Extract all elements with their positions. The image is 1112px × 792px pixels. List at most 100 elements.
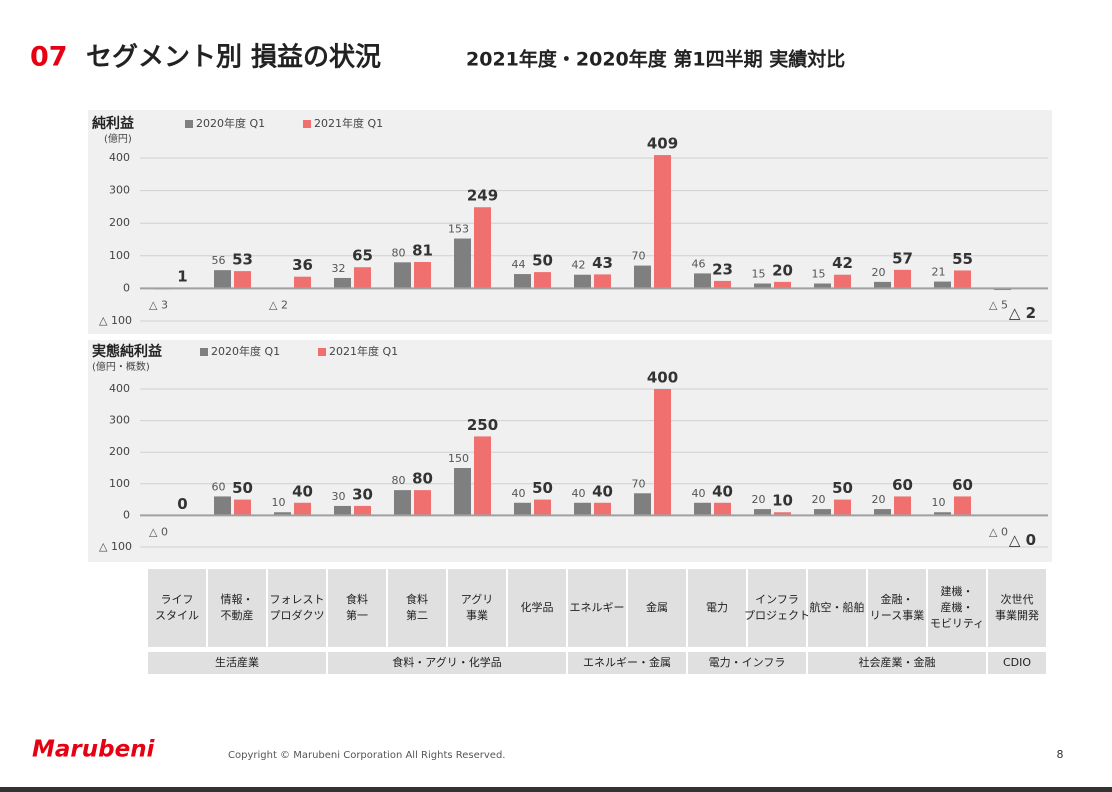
bar	[874, 509, 891, 516]
group-label: 食料・アグリ・化学品	[392, 655, 501, 669]
value-label: 55	[952, 250, 973, 268]
value-label: 60	[212, 480, 226, 493]
bar	[634, 265, 651, 289]
value-label: 80	[392, 246, 406, 259]
bar	[454, 238, 471, 289]
logo: Marubeni	[32, 737, 156, 763]
value-label: 56	[212, 254, 226, 267]
bar	[294, 502, 311, 516]
bar	[814, 283, 831, 289]
value-label: 60	[952, 476, 973, 494]
bar	[234, 271, 251, 289]
segment-label-line: インフラ	[755, 593, 799, 606]
value-label: 153	[448, 223, 469, 236]
segment-label: 食料第一	[346, 592, 368, 622]
value-label: 21	[932, 266, 946, 279]
bar	[414, 262, 431, 289]
bar	[574, 502, 591, 516]
y-tick-label: 0	[123, 508, 130, 521]
bar	[574, 274, 591, 289]
segment-label: 建機・産機・モビリティ	[930, 584, 984, 630]
bar	[534, 499, 551, 516]
bar	[274, 512, 291, 516]
segment-label-line: アグリ	[461, 592, 493, 606]
value-label: 250	[467, 416, 498, 434]
group-cell	[328, 652, 566, 674]
y-tick-label: 400	[109, 151, 130, 164]
bar	[814, 509, 831, 516]
value-label: 80	[412, 470, 433, 488]
bar	[714, 502, 731, 516]
segment-label-line: モビリティ	[930, 617, 984, 630]
value-label: △ 2	[269, 298, 288, 311]
value-label: △ 0	[149, 525, 168, 538]
bar	[594, 502, 611, 516]
value-label: △ 3	[149, 298, 168, 311]
y-tick-label: 100	[109, 477, 130, 490]
segment-cell	[388, 569, 446, 647]
group-cell	[808, 652, 986, 674]
value-label: 53	[232, 251, 253, 269]
value-label: △ 5	[989, 298, 1008, 311]
segment-label-line: 金属	[646, 600, 668, 614]
segment-label-line: 産機・	[941, 600, 974, 614]
group-cell	[988, 652, 1046, 674]
value-label: 10	[772, 492, 793, 510]
legend-swatch	[318, 348, 326, 356]
group-label: エネルギー・金属	[583, 655, 671, 669]
segment-label: 情報・不動産	[221, 593, 254, 622]
segment-label-line: リース事業	[870, 609, 924, 622]
segment-label: 電力	[706, 601, 728, 614]
segment-label: 金属	[646, 600, 668, 614]
bar	[754, 283, 771, 289]
bar	[354, 267, 371, 289]
y-tick-label: 200	[109, 445, 130, 458]
bar	[954, 496, 971, 516]
bar	[214, 496, 231, 516]
y-tick-label: △ 100	[99, 314, 132, 327]
value-label: 44	[512, 258, 526, 271]
value-label: 20	[772, 261, 793, 279]
value-label: 40	[292, 482, 313, 500]
value-label: 15	[812, 268, 826, 281]
bar	[534, 272, 551, 289]
value-label: 46	[692, 257, 706, 270]
value-label: 50	[532, 479, 553, 497]
value-label: 40	[692, 487, 706, 500]
bar	[774, 281, 791, 289]
bar	[234, 499, 251, 516]
segment-label-line: 第二	[406, 608, 428, 622]
value-label: 20	[872, 493, 886, 506]
value-label: 32	[332, 262, 346, 275]
segment-label-line: 建機・	[941, 584, 974, 598]
unit-label: (億円・概数)	[92, 360, 150, 373]
bar	[414, 490, 431, 516]
value-label: 43	[592, 254, 613, 272]
segment-label: インフラプロジェクト	[744, 593, 810, 622]
value-label: 80	[392, 474, 406, 487]
value-label: 400	[647, 369, 678, 387]
bar	[654, 155, 671, 289]
segment-cell	[148, 569, 206, 647]
value-label: 57	[892, 249, 913, 267]
copyright: Copyright © Marubeni Corporation All Rig…	[228, 750, 506, 761]
value-label: 10	[272, 496, 286, 509]
segment-label: 金融・リース事業	[870, 592, 924, 622]
value-label: 15	[752, 268, 766, 281]
bar	[694, 273, 711, 289]
page-number: 8	[1057, 748, 1064, 761]
legend-swatch	[185, 120, 193, 128]
legend-swatch	[303, 120, 311, 128]
value-label: 70	[632, 477, 646, 490]
segment-label-line: 次世代	[1001, 592, 1034, 606]
bar	[334, 505, 351, 516]
segment-label: 化学品	[521, 600, 554, 614]
bar	[654, 389, 671, 516]
segment-label-line: 食料	[406, 592, 428, 606]
segment-label-line: プロジェクト	[744, 609, 810, 622]
bar	[834, 499, 851, 516]
value-label: 409	[647, 135, 678, 153]
bar	[754, 509, 771, 516]
bar	[354, 505, 371, 516]
